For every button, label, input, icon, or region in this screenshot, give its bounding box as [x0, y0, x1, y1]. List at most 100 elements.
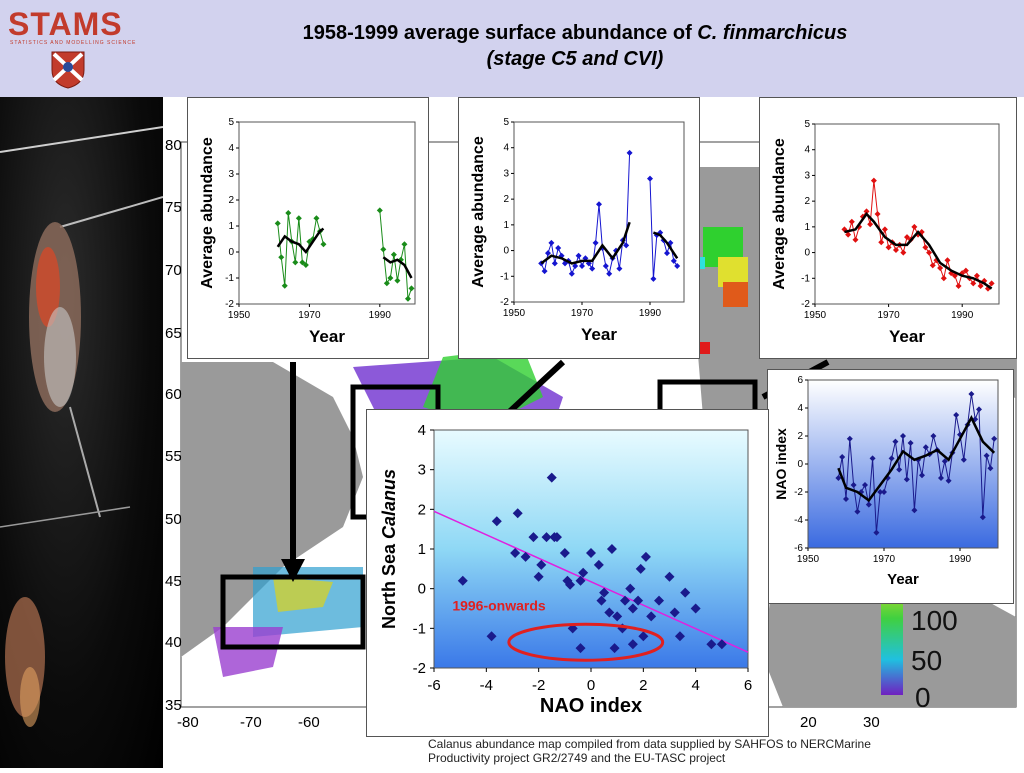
stams-logo: STAMS: [8, 6, 123, 42]
scatter-point: [536, 559, 547, 570]
y-tick-label: 3: [418, 462, 426, 479]
x-axis-title: Year: [309, 327, 345, 346]
scatter-point: [565, 579, 576, 590]
abundance-chart-west: -2 -1 0 1 2 3 4 5 1950 1970 1990 Average abundance Y…: [199, 117, 416, 346]
smooth-trend-line: [844, 212, 993, 290]
y-tick-label: -2: [225, 299, 234, 310]
scatter-point: [627, 639, 638, 650]
data-point: [555, 245, 562, 251]
data-point: [907, 440, 914, 446]
x-axis-title: Year: [887, 571, 919, 588]
scatter-point: [640, 551, 651, 562]
data-point: [404, 295, 411, 302]
data-point: [938, 475, 944, 481]
y-tick-label: 3: [503, 168, 509, 179]
y-tick-label: -1: [500, 271, 509, 282]
data-point: [948, 270, 955, 277]
series-line: [379, 210, 412, 299]
smooth-trend-line: [276, 227, 325, 255]
lon-label: 20: [800, 714, 817, 731]
y-tick-label: 5: [804, 119, 810, 130]
y-tick-label: 4: [503, 143, 509, 154]
data-point: [933, 257, 940, 264]
y-tick-label: 4: [418, 422, 426, 439]
scatter-point: [654, 595, 665, 606]
data-point: [918, 229, 925, 235]
scatter-point: [620, 595, 631, 606]
x-tick-label: 1990: [949, 554, 972, 565]
x-tick-label: 6: [744, 677, 752, 694]
abundance-panel-west: -2 -1 0 1 2 3 4 5 1950 1970 1990 Average abundance Y…: [187, 97, 429, 359]
data-point: [903, 476, 910, 483]
x-tick-label: 1990: [639, 308, 662, 319]
x-tick-label: -6: [427, 677, 440, 694]
data-point: [551, 260, 558, 267]
scatter-point: [510, 547, 521, 558]
data-point: [313, 215, 320, 222]
scatter-point: [680, 587, 691, 598]
scatter-point: [559, 547, 570, 558]
y-tick-label: 2: [804, 196, 810, 207]
data-point: [387, 275, 394, 281]
data-point: [892, 438, 899, 445]
data-point: [944, 257, 951, 264]
data-point: [835, 475, 842, 481]
y-axis-title-plain: North Sea: [379, 539, 399, 629]
scatter-point: [635, 563, 646, 574]
data-point: [670, 257, 677, 264]
scatter-point: [551, 532, 562, 543]
data-point: [977, 283, 984, 289]
y-tick-label: 2: [797, 431, 803, 442]
scatter-point: [674, 631, 685, 642]
series-line: [649, 178, 678, 279]
data-point: [955, 283, 962, 289]
y-tick-label: -4: [794, 515, 803, 526]
nao-panel: -6 -4 -2 0 2 4 6 1950 1970 1990 NAO index Year: [767, 369, 1014, 604]
x-tick-label: 2: [639, 677, 647, 694]
y-tick-label: 5: [228, 117, 234, 128]
data-point: [575, 252, 582, 259]
scatter-point: [586, 547, 596, 558]
data-point: [945, 477, 952, 484]
x-tick-label: -4: [480, 677, 493, 694]
data-point: [394, 277, 401, 284]
y-tick-label: -6: [794, 543, 803, 554]
header-bar: STAMS STATISTICS AND MODELLING SCIENCE 1…: [0, 0, 1024, 100]
scatter-point: [541, 532, 552, 543]
data-point: [558, 252, 565, 259]
data-point: [983, 452, 990, 459]
x-tick-label: 4: [691, 677, 699, 694]
lon-label: -80: [177, 714, 199, 731]
data-point: [848, 218, 855, 225]
data-point: [874, 211, 881, 217]
y-tick-label: -1: [801, 273, 810, 284]
y-tick-label: 1: [503, 220, 509, 231]
scatter-point: [606, 544, 617, 554]
data-point: [862, 482, 868, 488]
scatter-point: [533, 571, 544, 582]
data-point: [968, 391, 975, 397]
data-point: [976, 406, 982, 413]
scatter-point: [528, 532, 539, 543]
y-tick-label: -2: [794, 487, 803, 498]
data-point: [922, 444, 929, 451]
scatter-point: [578, 567, 589, 578]
data-point: [973, 272, 980, 279]
data-point: [320, 241, 327, 248]
scatter-panel: -2 -1 0 1 2 3 4 -6 -4 -2 0 2 4 6 1996-onwards NAO index…: [366, 409, 769, 737]
data-point: [904, 234, 910, 241]
abundance-panel-northsea: -2 -1 0 1 2 3 4 5 1950 1970 1990 Average abundance Y…: [759, 97, 1017, 359]
lon-label: -60: [298, 714, 320, 731]
y-axis-title: Average abundance: [470, 136, 487, 288]
data-point: [940, 275, 947, 282]
data-point: [863, 208, 870, 215]
lat-label: 60: [165, 386, 182, 403]
data-point: [548, 239, 555, 246]
abundance-chart-central: -2 -1 0 1 2 3 4 5 1950 1970 1990 Average abundance Y…: [470, 117, 685, 344]
scatter-point: [638, 631, 649, 642]
data-point: [900, 433, 906, 439]
lat-label: 40: [165, 634, 182, 651]
data-point: [572, 263, 579, 269]
data-point: [991, 435, 998, 442]
page-title: 1958-1999 average surface abundance of C…: [160, 20, 990, 72]
